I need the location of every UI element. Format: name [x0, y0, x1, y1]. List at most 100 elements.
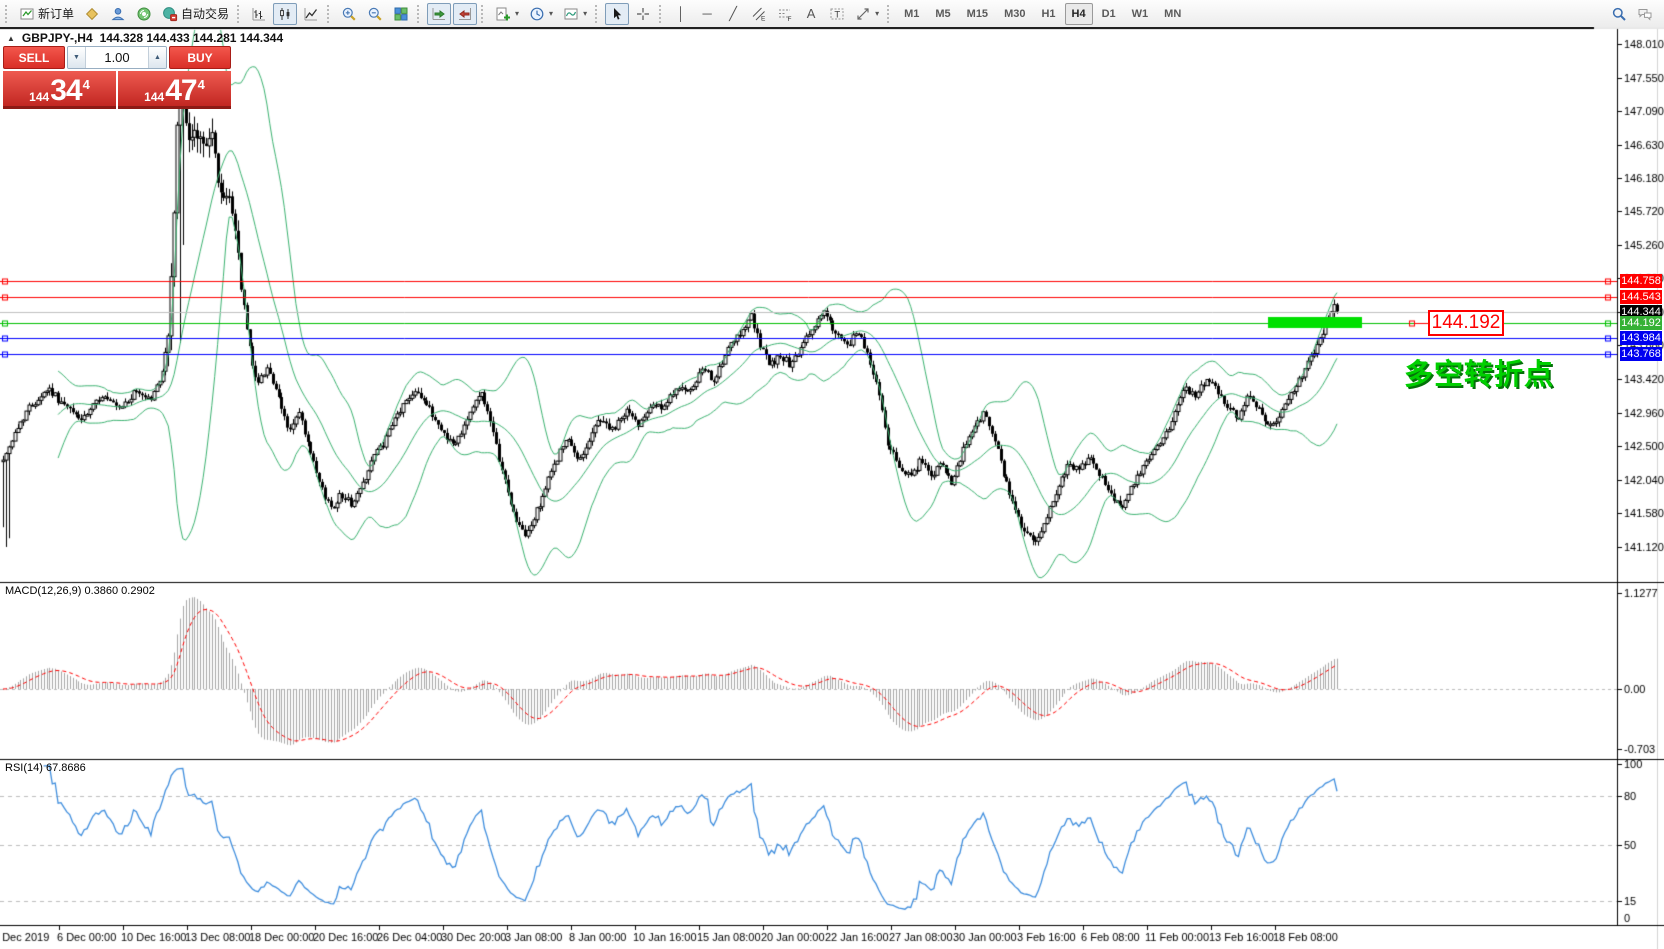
chart-title: ▲ GBPJPY-,H4 144.328 144.433 144.281 144…	[7, 31, 283, 45]
new-order-icon	[20, 8, 34, 19]
chevron-down-icon[interactable]: ▾	[875, 9, 880, 18]
text-button[interactable]: A	[799, 3, 823, 25]
signal-button[interactable]	[132, 3, 156, 25]
fibonacci-button[interactable]: F	[773, 3, 797, 25]
arrows-icon	[857, 7, 869, 20]
buy-price-display[interactable]: 144 47 4	[118, 71, 231, 109]
price-level-label-143768: 143.768	[1620, 346, 1662, 361]
zoom-out-button[interactable]	[363, 3, 387, 25]
new-order-button[interactable]: 新订单	[15, 3, 78, 25]
timeframe-h1-button[interactable]: H1	[1041, 7, 1056, 20]
toolbar-grip	[327, 4, 333, 23]
search-icon	[1612, 7, 1626, 21]
toolbar-grip	[887, 4, 893, 23]
sell-button[interactable]: SELL	[3, 46, 65, 69]
cursor-icon	[614, 7, 622, 20]
crosshair-icon	[637, 7, 650, 20]
timeframe-mn-button[interactable]: MN	[1164, 7, 1182, 20]
price-level-label-144543: 144.543	[1620, 290, 1662, 305]
tile-windows-icon	[394, 7, 408, 21]
indicators-button[interactable]: ▾	[491, 3, 523, 25]
zoom-in-button[interactable]	[337, 3, 361, 25]
sell-price-prefix: 144	[29, 90, 50, 104]
zoom-out-icon	[368, 7, 382, 21]
volume-decrease-icon[interactable]: ▼	[68, 47, 86, 68]
arrows-button[interactable]: ▾	[851, 3, 883, 25]
signal-icon	[137, 7, 151, 20]
toolbar-grip	[5, 4, 11, 23]
price-level-label-143984: 143.984	[1620, 330, 1662, 345]
price-level-label-144192: 144.192	[1620, 315, 1662, 330]
layouts-button[interactable]	[80, 3, 104, 25]
bar-chart-button[interactable]	[247, 3, 271, 25]
price-callout-144192[interactable]: 144.192	[1428, 310, 1504, 336]
chevron-down-icon[interactable]: ▾	[583, 9, 588, 18]
trendline-icon: ╱	[729, 5, 737, 21]
chart-shift-button[interactable]	[453, 2, 478, 25]
rsi-indicator-label: RSI(14) 67.8686	[5, 762, 86, 774]
timeframe-h4-button[interactable]: H4	[1064, 2, 1093, 25]
symbol-title: GBPJPY-,H4	[21, 31, 93, 45]
text-icon: A	[806, 5, 816, 21]
templates-button[interactable]: ▾	[559, 3, 591, 25]
timeframe-m15-button[interactable]: M15	[966, 7, 989, 20]
buy-button[interactable]: BUY	[169, 46, 231, 69]
chat-button[interactable]	[1633, 3, 1657, 25]
timeframe-w1-button[interactable]: W1	[1131, 7, 1149, 20]
search-button[interactable]	[1607, 3, 1631, 25]
timeframe-d1-button[interactable]: D1	[1101, 7, 1116, 20]
buy-price-big: 47	[165, 74, 197, 107]
tile-windows-button[interactable]	[389, 3, 413, 25]
chevron-down-icon[interactable]: ▾	[549, 9, 554, 18]
svg-text:F: F	[788, 16, 792, 22]
ohlc-values: 144.328 144.433 144.281 144.344	[99, 31, 284, 45]
timeframe-m30-button[interactable]: M30	[1004, 7, 1026, 20]
line-chart-button[interactable]	[299, 3, 323, 25]
zoom-in-icon	[342, 7, 356, 21]
fibonacci-icon: F	[779, 9, 792, 22]
chinese-annotation[interactable]: 多空转折点	[1404, 359, 1555, 391]
toolbar-button-label: 自动交易	[181, 7, 230, 21]
toolbar: 新订单 自动交易 ▾ ▾ ▾ │ ─ ╱ E F A T ▾ M1 M5 M15 M30 H1 H4 D1 W1 MN	[0, 0, 1664, 27]
line-chart-icon	[304, 7, 318, 20]
chevron-down-icon[interactable]: ▾	[515, 9, 520, 18]
candlestick-button[interactable]	[273, 2, 298, 25]
indicators-icon	[496, 7, 511, 20]
bar-chart-icon	[252, 7, 266, 20]
chat-icon	[1638, 8, 1652, 21]
crosshair-button[interactable]	[631, 3, 655, 25]
horizontal-line-button[interactable]: ─	[695, 3, 719, 25]
autotrading-button[interactable]: 自动交易	[158, 3, 233, 25]
text-label-button[interactable]: T	[825, 3, 849, 25]
timeframe-m5-button[interactable]: M5	[935, 7, 951, 20]
candlestick-icon	[280, 7, 290, 20]
sell-price-display[interactable]: 144 34 4	[3, 71, 116, 109]
templates-icon	[564, 8, 578, 19]
svg-text:T: T	[834, 9, 840, 20]
toolbar-button-label: 新订单	[38, 7, 75, 21]
channel-button[interactable]: E	[747, 3, 771, 25]
volume-increase-icon[interactable]: ▲	[148, 47, 166, 68]
trendline-button[interactable]: ╱	[721, 3, 745, 25]
sell-price-big: 34	[50, 74, 82, 107]
vertical-line-button[interactable]: │	[669, 3, 693, 25]
toolbar-grip	[417, 4, 423, 23]
profile-button[interactable]	[106, 3, 130, 25]
profile-icon	[111, 7, 125, 20]
svg-text:E: E	[761, 15, 766, 22]
vertical-line-icon: │	[677, 5, 686, 21]
periods-button[interactable]: ▾	[525, 3, 557, 25]
collapse-panel-icon[interactable]: ▲	[7, 33, 15, 43]
one-click-trade-panel: SELL ▼ ▲ BUY 144 34 4 144 47 4	[3, 46, 231, 109]
sell-price-sup: 4	[82, 77, 90, 92]
cursor-button[interactable]	[605, 2, 630, 25]
timeframe-m1-button[interactable]: M1	[904, 7, 920, 20]
periods-icon	[530, 7, 544, 20]
auto-scroll-icon	[432, 7, 446, 20]
horizontal-line-icon: ─	[702, 5, 712, 21]
auto-scroll-button[interactable]	[427, 2, 452, 25]
channel-icon: E	[752, 7, 766, 22]
volume-input[interactable]	[86, 47, 148, 68]
buy-price-sup: 4	[197, 77, 205, 92]
